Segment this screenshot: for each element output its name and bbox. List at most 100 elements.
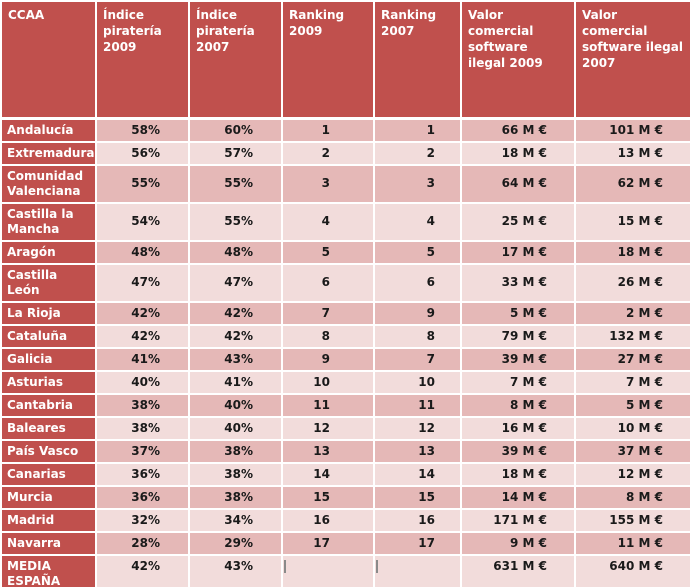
table-row-galicia: Galicia 41% 43% 9 7 39 M € 27 M € (0, 346, 690, 372)
cell-indice-2007: 42% (188, 300, 283, 326)
column-header-ccaa: CCAA (0, 0, 97, 120)
cell-ccaa: País Vasco (0, 438, 97, 464)
cell-indice-2007: 55% (188, 201, 283, 242)
cell-ranking-2007: 7 (373, 346, 462, 372)
cell-indice-2009: 47% (95, 262, 190, 303)
cell-ranking-2009: 6 (281, 262, 375, 303)
vertical-bar-mark (284, 559, 286, 573)
cell-ranking-2007: 5 (373, 239, 462, 265)
cell-indice-2009: 42% (95, 553, 190, 587)
cell-ccaa: La Rioja (0, 300, 97, 326)
cell-indice-2009: 36% (95, 484, 190, 510)
cell-ranking-2009: 4 (281, 201, 375, 242)
cell-ranking-2007: 14 (373, 461, 462, 487)
cell-valor-2007: 13 M € (574, 140, 690, 166)
cell-valor-2007: 15 M € (574, 201, 690, 242)
cell-indice-2009: 40% (95, 369, 190, 395)
cell-ranking-2009: 11 (281, 392, 375, 418)
cell-ranking-2007 (373, 553, 462, 587)
header-row: CCAA Índice piratería 2009 Índice pirate… (0, 0, 690, 120)
cell-ccaa: Canarias (0, 461, 97, 487)
cell-valor-2009: 39 M € (460, 346, 576, 372)
cell-ranking-2009: 1 (281, 117, 375, 143)
table-row-cataluna: Cataluña 42% 42% 8 8 79 M € 132 M € (0, 323, 690, 349)
cell-ranking-2007: 1 (373, 117, 462, 143)
table-row-castilla-leon: Castilla León 47% 47% 6 6 33 M € 26 M € (0, 262, 690, 303)
cell-valor-2009: 25 M € (460, 201, 576, 242)
table-header: CCAA Índice piratería 2009 Índice pirate… (0, 0, 690, 120)
cell-ccaa: Madrid (0, 507, 97, 533)
cell-ranking-2007: 10 (373, 369, 462, 395)
cell-valor-2009: 631 M € (460, 553, 576, 587)
cell-valor-2007: 8 M € (574, 484, 690, 510)
cell-indice-2007: 48% (188, 239, 283, 265)
cell-indice-2009: 38% (95, 415, 190, 441)
cell-ranking-2007: 16 (373, 507, 462, 533)
cell-ccaa: Murcia (0, 484, 97, 510)
cell-ccaa: Asturias (0, 369, 97, 395)
cell-ranking-2007: 8 (373, 323, 462, 349)
cell-ccaa: MEDIA ESPAÑA (0, 553, 97, 587)
cell-indice-2007: 29% (188, 530, 283, 556)
cell-indice-2009: 58% (95, 117, 190, 143)
cell-valor-2009: 79 M € (460, 323, 576, 349)
table-row-asturias: Asturias 40% 41% 10 10 7 M € 7 M € (0, 369, 690, 395)
cell-ranking-2009: 14 (281, 461, 375, 487)
cell-ccaa: Galicia (0, 346, 97, 372)
cell-ranking-2007: 15 (373, 484, 462, 510)
cell-ranking-2009: 16 (281, 507, 375, 533)
table-row-extremadura: Extremadura 56% 57% 2 2 18 M € 13 M € (0, 140, 690, 166)
cell-ranking-2009: 8 (281, 323, 375, 349)
table-row-baleares: Baleares 38% 40% 12 12 16 M € 10 M € (0, 415, 690, 441)
table-row-murcia: Murcia 36% 38% 15 15 14 M € 8 M € (0, 484, 690, 510)
cell-ranking-2009: 2 (281, 140, 375, 166)
cell-indice-2009: 54% (95, 201, 190, 242)
cell-valor-2009: 18 M € (460, 140, 576, 166)
cell-valor-2009: 39 M € (460, 438, 576, 464)
cell-valor-2007: 18 M € (574, 239, 690, 265)
cell-valor-2007: 132 M € (574, 323, 690, 349)
cell-ranking-2007: 9 (373, 300, 462, 326)
table-row-cantabria: Cantabria 38% 40% 11 11 8 M € 5 M € (0, 392, 690, 418)
column-header-valor-2007: Valor comercial software ilegal 2007 (574, 0, 690, 120)
cell-ccaa: Comunidad Valenciana (0, 163, 97, 204)
cell-valor-2009: 14 M € (460, 484, 576, 510)
cell-indice-2007: 47% (188, 262, 283, 303)
cell-valor-2007: 10 M € (574, 415, 690, 441)
cell-valor-2009: 33 M € (460, 262, 576, 303)
column-header-indice-2007: Índice piratería 2007 (188, 0, 283, 120)
cell-indice-2009: 38% (95, 392, 190, 418)
cell-ranking-2009: 9 (281, 346, 375, 372)
cell-ccaa: Castilla la Mancha (0, 201, 97, 242)
table-row-andalucia: Andalucía 58% 60% 1 1 66 M € 101 M € (0, 117, 690, 143)
cell-indice-2007: 38% (188, 438, 283, 464)
cell-ranking-2009: 17 (281, 530, 375, 556)
cell-ranking-2007: 6 (373, 262, 462, 303)
cell-ranking-2007: 11 (373, 392, 462, 418)
cell-valor-2009: 17 M € (460, 239, 576, 265)
column-header-valor-2009: Valor comercial software ilegal 2009 (460, 0, 576, 120)
cell-ccaa: Andalucía (0, 117, 97, 143)
cell-valor-2007: 27 M € (574, 346, 690, 372)
cell-indice-2009: 48% (95, 239, 190, 265)
cell-valor-2007: 11 M € (574, 530, 690, 556)
table-row-aragon: Aragón 48% 48% 5 5 17 M € 18 M € (0, 239, 690, 265)
column-header-indice-2009: Índice piratería 2009 (95, 0, 190, 120)
cell-indice-2009: 55% (95, 163, 190, 204)
cell-valor-2009: 16 M € (460, 415, 576, 441)
cell-valor-2009: 8 M € (460, 392, 576, 418)
table-row-navarra: Navarra 28% 29% 17 17 9 M € 11 M € (0, 530, 690, 556)
cell-valor-2007: 2 M € (574, 300, 690, 326)
cell-indice-2009: 37% (95, 438, 190, 464)
cell-valor-2009: 5 M € (460, 300, 576, 326)
table-row-pais-vasco: País Vasco 37% 38% 13 13 39 M € 37 M € (0, 438, 690, 464)
cell-indice-2007: 38% (188, 484, 283, 510)
cell-indice-2009: 42% (95, 300, 190, 326)
cell-indice-2007: 55% (188, 163, 283, 204)
cell-indice-2009: 32% (95, 507, 190, 533)
column-header-ranking-2009: Ranking 2009 (281, 0, 375, 120)
cell-ranking-2009: 13 (281, 438, 375, 464)
cell-valor-2007: 640 M € (574, 553, 690, 587)
cell-ranking-2009: 15 (281, 484, 375, 510)
